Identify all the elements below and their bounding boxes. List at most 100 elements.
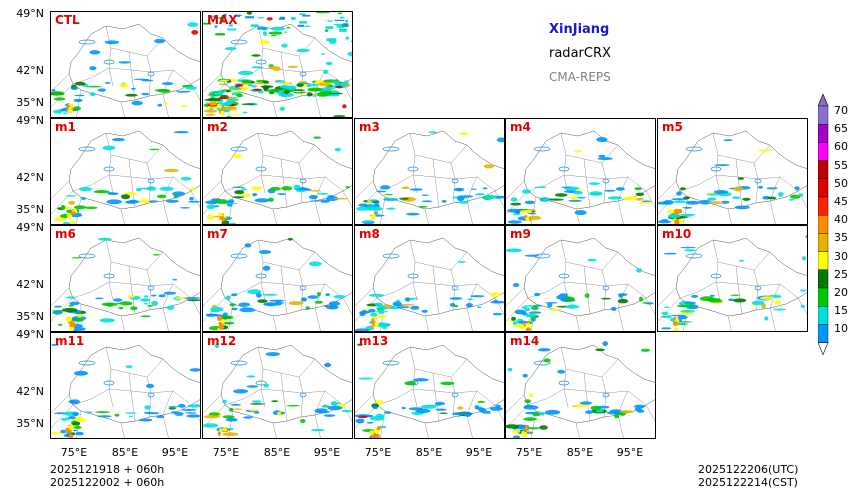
admin-boundary <box>257 346 266 408</box>
radar-echo <box>383 197 398 200</box>
admin-boundary <box>466 307 473 331</box>
radar-echo <box>187 299 200 302</box>
admin-boundary <box>466 390 478 416</box>
radar-echo <box>247 289 262 295</box>
radar-echo <box>467 298 474 301</box>
lon-tick-label: 85°E <box>566 446 594 459</box>
radar-echo <box>243 416 253 419</box>
colorbar-segment <box>817 305 829 325</box>
radar-echo <box>684 301 697 305</box>
radar-echo <box>677 315 688 320</box>
radar-echo <box>299 21 306 23</box>
radar-echo <box>283 89 291 94</box>
radar-echo <box>271 35 276 37</box>
map-panel-m12: m12 <box>202 332 353 439</box>
radar-echo <box>316 292 321 297</box>
map-m6-graphic <box>51 237 200 331</box>
region-boundary <box>68 130 200 210</box>
lat-tick-label: 35°N <box>16 310 44 323</box>
radar-echo <box>308 194 318 200</box>
radar-echo <box>208 412 220 416</box>
radar-echo <box>475 193 485 196</box>
radar-echo <box>386 207 396 210</box>
admin-boundary <box>424 208 429 224</box>
radar-echo <box>524 200 536 205</box>
colorbar-extend-max <box>817 93 829 107</box>
map-panel-ctl: CTL <box>50 11 201 118</box>
radar-echo <box>707 201 723 204</box>
radar-echo <box>249 403 266 405</box>
radar-echo <box>280 302 285 304</box>
radar-echo-core <box>519 324 525 330</box>
radar-echo-core <box>69 321 76 328</box>
map-m14-graphic <box>506 341 655 438</box>
admin-boundary <box>162 414 169 438</box>
radar-echo <box>51 91 65 96</box>
lake <box>533 146 551 152</box>
colorbar-segment <box>817 178 829 198</box>
lake <box>147 285 155 291</box>
admin-boundary <box>735 158 743 208</box>
radar-echo <box>258 17 264 19</box>
radar-echo <box>341 410 352 413</box>
radar-echo <box>617 298 629 304</box>
radar-echo <box>73 425 82 429</box>
radar-echo <box>326 38 337 41</box>
radar-echo <box>683 214 692 217</box>
admin-boundary <box>162 200 169 224</box>
radar-echo <box>146 383 155 389</box>
radar-echo <box>269 186 281 191</box>
colorbar-tick-label: 40 <box>834 213 848 227</box>
lat-tick-label: 49°N <box>16 7 44 20</box>
panel-label: m4 <box>510 120 531 134</box>
radar-echo <box>366 421 374 424</box>
radar-echo <box>281 43 288 48</box>
radar-echo-core <box>70 220 76 224</box>
radar-echo <box>189 368 200 372</box>
admin-boundary <box>355 394 374 414</box>
radar-echo <box>676 304 687 308</box>
radar-echo <box>382 325 387 330</box>
admin-boundary <box>527 281 565 299</box>
radar-echo <box>732 298 747 303</box>
map-max-graphic <box>203 12 352 117</box>
radar-echo <box>476 306 482 309</box>
radar-echo <box>232 87 242 91</box>
radar-echo <box>156 415 165 419</box>
admin-boundary <box>527 388 565 406</box>
region-boundary <box>68 344 200 424</box>
colorbar-tick-label: 55 <box>834 158 848 172</box>
radar-echo <box>477 400 486 403</box>
admin-boundary <box>51 73 70 93</box>
lake <box>78 360 96 366</box>
radar-echo-core <box>527 318 531 322</box>
radar-echo <box>683 196 691 200</box>
radar-echo <box>324 362 332 368</box>
radar-echo <box>281 82 291 85</box>
radar-echo <box>279 106 286 111</box>
radar-echo <box>453 304 459 308</box>
radar-echo <box>554 193 568 197</box>
radar-echo <box>732 196 741 199</box>
radar-echo <box>151 300 159 306</box>
admin-boundary <box>679 281 717 299</box>
radar-echo-core <box>217 212 221 216</box>
panel-label: MAX <box>207 13 238 27</box>
admin-boundary <box>583 158 591 208</box>
radar-echo <box>520 210 533 214</box>
radar-echo <box>684 249 696 252</box>
radar-echo <box>570 195 578 201</box>
radar-echo <box>568 199 582 202</box>
region-boundary <box>220 344 352 424</box>
radar-echo <box>585 410 593 414</box>
radar-echo <box>262 80 270 84</box>
admin-boundary <box>583 265 591 315</box>
radar-echo <box>246 12 252 15</box>
radar-echo <box>598 154 606 158</box>
lake <box>78 146 96 152</box>
radar-echo <box>127 295 135 298</box>
radar-echo <box>154 38 166 44</box>
admin-boundary <box>105 346 114 408</box>
radar-echo-core <box>68 424 74 430</box>
radar-echo <box>101 302 118 307</box>
